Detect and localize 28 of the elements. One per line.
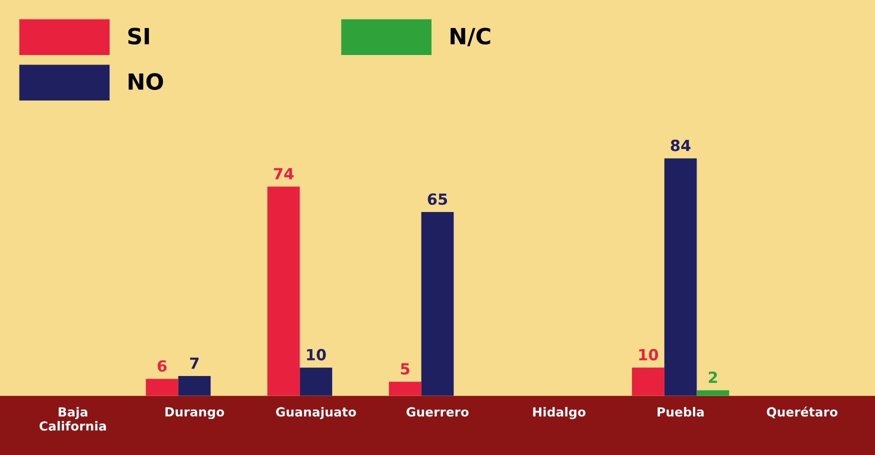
data-label: 5: [400, 363, 410, 375]
x-tick-label: Hidalgo: [533, 406, 586, 420]
x-tick-label: Puebla: [658, 406, 704, 417]
bar: [632, 368, 664, 396]
data-label: 6: [158, 360, 167, 372]
bar: [388, 382, 422, 396]
x-tick-label: Durango: [165, 407, 224, 420]
x-tick-label: Guerrero: [406, 407, 469, 417]
bar: [178, 376, 211, 396]
legend-label: SI: [128, 28, 149, 45]
legend-label: NO: [128, 73, 164, 90]
bar: [664, 158, 697, 396]
legend-label: N/C: [450, 28, 490, 46]
data-label: 10: [307, 348, 326, 360]
data-label: 65: [428, 193, 448, 205]
data-label: 2: [708, 372, 717, 383]
data-label: 74: [274, 168, 294, 180]
x-tick-label: Guanajuato: [276, 406, 356, 420]
bar: [267, 186, 300, 396]
data-label: 10: [639, 348, 658, 360]
x-tick-label: Querétaro: [766, 406, 838, 418]
x-tick-label: Baja California: [40, 406, 106, 431]
data-label: 84: [670, 140, 690, 152]
data-label: 7: [190, 358, 199, 369]
bar: [146, 378, 178, 396]
bar: [421, 212, 454, 396]
bar: [300, 368, 332, 396]
bar: [696, 390, 730, 396]
